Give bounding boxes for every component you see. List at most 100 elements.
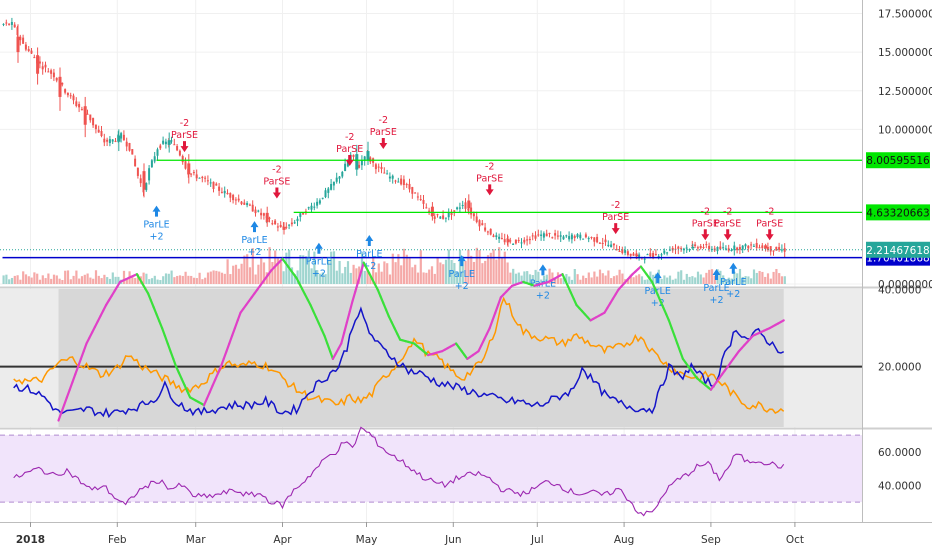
volume-bar	[772, 271, 775, 284]
candle-body	[78, 104, 81, 108]
volume-bar	[556, 272, 560, 284]
candle-body	[548, 232, 551, 234]
candle-body	[397, 181, 400, 183]
volume-bar	[444, 259, 448, 284]
candle-body	[492, 235, 495, 237]
volume-bar	[64, 270, 67, 284]
signal-count: -2	[180, 118, 189, 129]
candle-body	[523, 239, 526, 243]
volume-bar	[411, 267, 414, 284]
candle-body	[111, 139, 114, 142]
candle-body	[276, 226, 279, 228]
candle	[167, 140, 171, 145]
candle-body	[422, 200, 425, 204]
candle-body	[498, 236, 501, 239]
volume-bar	[117, 276, 120, 284]
volume-bar	[226, 259, 229, 284]
candle-body	[131, 149, 134, 155]
adx-segment	[382, 301, 388, 311]
volume-bar	[318, 273, 322, 284]
adx-segment	[79, 350, 85, 360]
candle-body	[520, 242, 523, 244]
dmi-shaded-range	[58, 289, 784, 427]
volume-bar	[699, 274, 702, 284]
candle-body	[559, 235, 562, 237]
candle-body	[565, 235, 568, 237]
candle-body	[590, 237, 593, 239]
candle-body	[344, 163, 347, 172]
candle	[16, 36, 20, 53]
candle-body	[736, 247, 739, 251]
candle-body	[666, 252, 669, 254]
volume-bar	[8, 279, 11, 284]
volume-bar	[503, 251, 506, 284]
candle-body	[150, 160, 153, 168]
adx-segment	[664, 312, 671, 322]
adx-segment	[236, 311, 242, 322]
candle-body	[2, 23, 5, 25]
volume-bar	[111, 272, 114, 284]
volume-bar	[582, 275, 585, 284]
candle	[355, 154, 359, 170]
volume-bar	[374, 272, 378, 284]
volume-bar	[568, 276, 571, 284]
price-axis-label: 17.50000000	[878, 8, 932, 20]
volume-bar	[741, 276, 744, 284]
volume-bar	[276, 258, 280, 284]
volume-bar	[747, 276, 750, 284]
volume-bar	[327, 259, 330, 284]
candle-body	[442, 215, 445, 219]
volume-bar	[663, 275, 666, 284]
volume-bar	[587, 272, 590, 284]
volume-bar	[685, 273, 688, 284]
signal-label: ParSE	[336, 144, 363, 155]
candle-body	[514, 239, 517, 244]
volume-bar	[366, 270, 369, 284]
candle-body	[416, 196, 419, 198]
candle-body	[24, 44, 27, 50]
rsi-axis-label: 60.0000	[878, 447, 921, 459]
volume-bar	[257, 264, 260, 284]
adx-segment	[561, 273, 567, 282]
adx-segment	[180, 377, 186, 387]
candle-body	[204, 177, 207, 179]
candle-body	[226, 192, 229, 195]
candle-body	[125, 141, 128, 147]
candle-body	[66, 92, 69, 96]
adx-segment	[214, 371, 220, 381]
candle	[635, 254, 639, 257]
candle	[142, 171, 146, 190]
candle-body	[38, 61, 41, 64]
candle-body	[229, 193, 232, 198]
volume-bar	[730, 278, 733, 284]
candle-body	[327, 188, 330, 193]
signal-count: +2	[536, 290, 550, 301]
candle-body	[106, 139, 109, 142]
volume-bar	[671, 279, 674, 284]
candle-body	[436, 214, 439, 216]
volume-bar	[386, 263, 389, 284]
candle-body	[428, 210, 431, 212]
volume-bar	[212, 270, 215, 284]
candle-body	[509, 240, 512, 242]
volume-bar	[775, 268, 778, 284]
adx-segment	[667, 319, 673, 330]
volume-bar	[304, 256, 308, 284]
level-price-label: 4.63320663	[866, 207, 929, 219]
volume-bar	[52, 274, 56, 284]
adx-segment	[566, 285, 573, 294]
volume-bar	[537, 271, 540, 284]
signal-count: -2	[272, 165, 281, 176]
signal-label: ParSE	[692, 218, 719, 229]
adx-segment	[155, 313, 161, 323]
candle-body	[425, 207, 428, 209]
adx-segment	[653, 287, 659, 296]
candle-body	[453, 210, 456, 212]
candle-body	[296, 218, 299, 222]
volume-bar	[408, 256, 411, 284]
candle-body	[778, 247, 781, 250]
volume-bar	[195, 278, 198, 284]
